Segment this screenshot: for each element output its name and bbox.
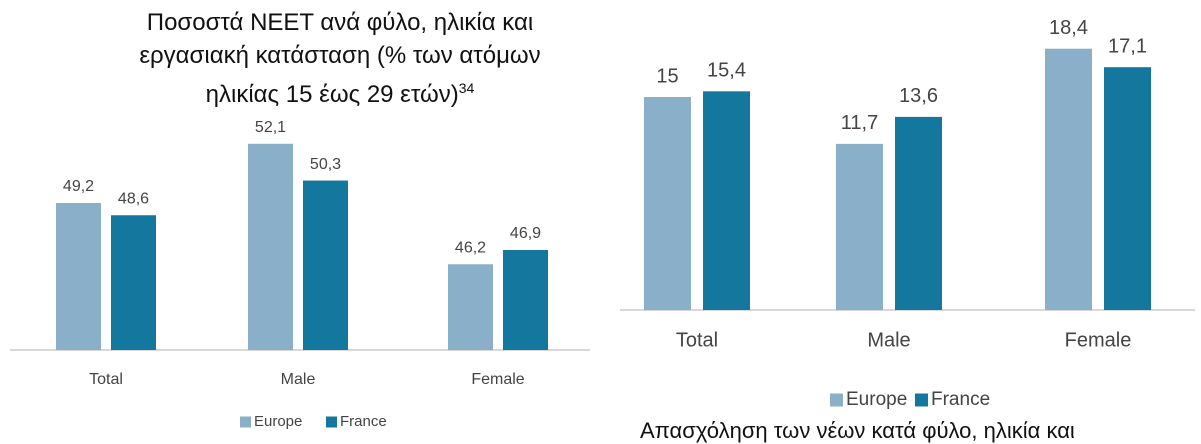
bar — [303, 180, 348, 350]
x-tick-label: Male — [281, 371, 316, 388]
chart-title: Ποσοστά NEET ανά φύλο, ηλικία και εργασι… — [115, 6, 565, 111]
x-tick-label: Female — [1065, 329, 1132, 351]
title-text: Ποσοστά NEET ανά φύλο, ηλικία και εργασι… — [139, 9, 541, 108]
data-label: 50,3 — [310, 156, 341, 173]
data-label: 48,6 — [118, 190, 149, 207]
data-label: 46,2 — [455, 239, 486, 256]
data-label: 13,6 — [899, 85, 938, 107]
x-tick-label: Total — [676, 329, 718, 351]
data-label: 18,4 — [1049, 17, 1088, 39]
bar — [111, 215, 156, 350]
bar — [56, 203, 101, 350]
data-label: 49,2 — [63, 178, 94, 195]
legend-label: Europe — [254, 413, 302, 430]
data-label: 15,4 — [707, 60, 746, 82]
data-label: 17,1 — [1108, 35, 1147, 57]
bar — [448, 264, 493, 350]
bar — [836, 143, 883, 310]
bar — [1045, 48, 1092, 310]
x-tick-label: Total — [89, 371, 123, 388]
bar — [1104, 67, 1151, 311]
bar — [248, 143, 293, 350]
x-tick-label: Female — [471, 371, 524, 388]
legend-label: France — [340, 413, 387, 430]
bar — [895, 116, 942, 310]
charts: Total 49,2 48,6 Male 52,1 50,3 Female 46,2 46,9 E… — [10, 17, 1195, 430]
legend-swatch — [240, 416, 251, 428]
data-label: 15 — [656, 65, 678, 87]
legend-swatch — [830, 393, 843, 407]
legend-label: Europe — [846, 389, 907, 410]
data-label: 46,9 — [510, 225, 541, 242]
legend-swatch — [915, 393, 928, 407]
data-label: 11,7 — [841, 112, 878, 134]
bar — [644, 97, 691, 310]
data-label: 52,1 — [255, 119, 286, 136]
page: Ποσοστά NEET ανά φύλο, ηλικία και εργασι… — [10, 6, 1195, 443]
bar — [703, 91, 750, 310]
title-superscript: 34 — [458, 80, 475, 96]
bar — [503, 249, 548, 350]
x-tick-label: Male — [867, 329, 910, 351]
legend-swatch — [326, 416, 337, 428]
legend-label: France — [931, 389, 990, 410]
